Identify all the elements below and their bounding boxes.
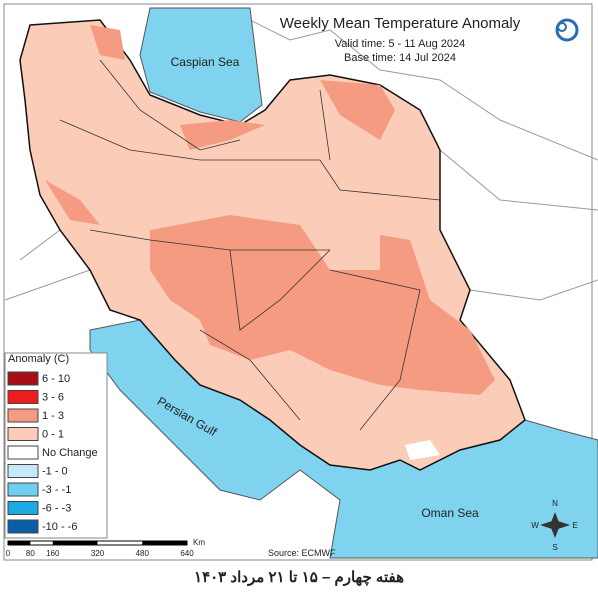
legend-label: 3 - 6: [42, 392, 64, 404]
scale-tick-label: 320: [91, 549, 105, 558]
scale-tick-label: 80: [26, 549, 35, 558]
scale-tick-label: 0: [6, 549, 11, 558]
compass-s: S: [552, 543, 557, 552]
province-borders: [59, 59, 441, 431]
caspian-sea: [139, 7, 263, 123]
neighbor-borders: [4, 19, 598, 301]
legend-swatch: [7, 482, 39, 497]
base-time: Base time: 14 Jul 2024: [344, 52, 456, 64]
legend-swatch: [7, 464, 39, 478]
scale-bar: 0 80 160 320 480 640 Km: [6, 538, 206, 558]
legend-swatch: [7, 519, 39, 534]
legend-label: No Change: [42, 447, 98, 459]
legend-label: -1 - 0: [42, 466, 68, 478]
scale-unit: Km: [193, 538, 205, 547]
valid-time: Valid time: 5 - 11 Aug 2024: [335, 38, 465, 50]
legend-label: 6 - 10: [42, 373, 70, 385]
legend-title: Anomaly (C): [8, 353, 69, 365]
logo: [555, 18, 579, 42]
legend-label: -10 - -6: [42, 521, 77, 533]
warm-patches: [45, 25, 495, 395]
legend-label: 0 - 1: [42, 429, 64, 441]
compass-w: W: [531, 521, 539, 530]
compass-n: N: [552, 499, 558, 508]
no-change-patch: [405, 440, 440, 460]
legend-label: -3 - -1: [42, 484, 71, 496]
caption: هفته چهارم – ۱۵ تا ۲۱ مرداد ۱۴۰۳: [194, 569, 404, 586]
legend-swatch: [7, 445, 39, 460]
scale-tick-label: 160: [46, 549, 60, 558]
legend-label: -6 - -3: [42, 503, 71, 515]
scale-segment: [8, 541, 31, 545]
source: Source: ECMWF: [268, 548, 336, 558]
compass: N E S W: [531, 499, 577, 552]
legend-label: 1 - 3: [42, 410, 64, 422]
legend-swatch: [7, 501, 39, 515]
legend-swatch: [7, 371, 39, 386]
legend-swatch: [7, 408, 39, 423]
scale-segment: [142, 541, 187, 545]
legend-swatch: [7, 390, 39, 404]
caspian-label: Caspian Sea: [171, 55, 240, 69]
scale-tick-label: 480: [136, 549, 150, 558]
scale-segment: [52, 541, 98, 545]
oman-sea-label: Oman Sea: [421, 506, 479, 520]
legend-swatch: [7, 427, 39, 441]
compass-e: E: [572, 521, 577, 530]
title: Weekly Mean Temperature Anomaly: [280, 15, 521, 32]
scale-tick-label: 640: [180, 549, 194, 558]
legend: Anomaly (C) 6 - 10 3 - 6 1 - 3 0 - 1 No Chan…: [4, 352, 108, 539]
